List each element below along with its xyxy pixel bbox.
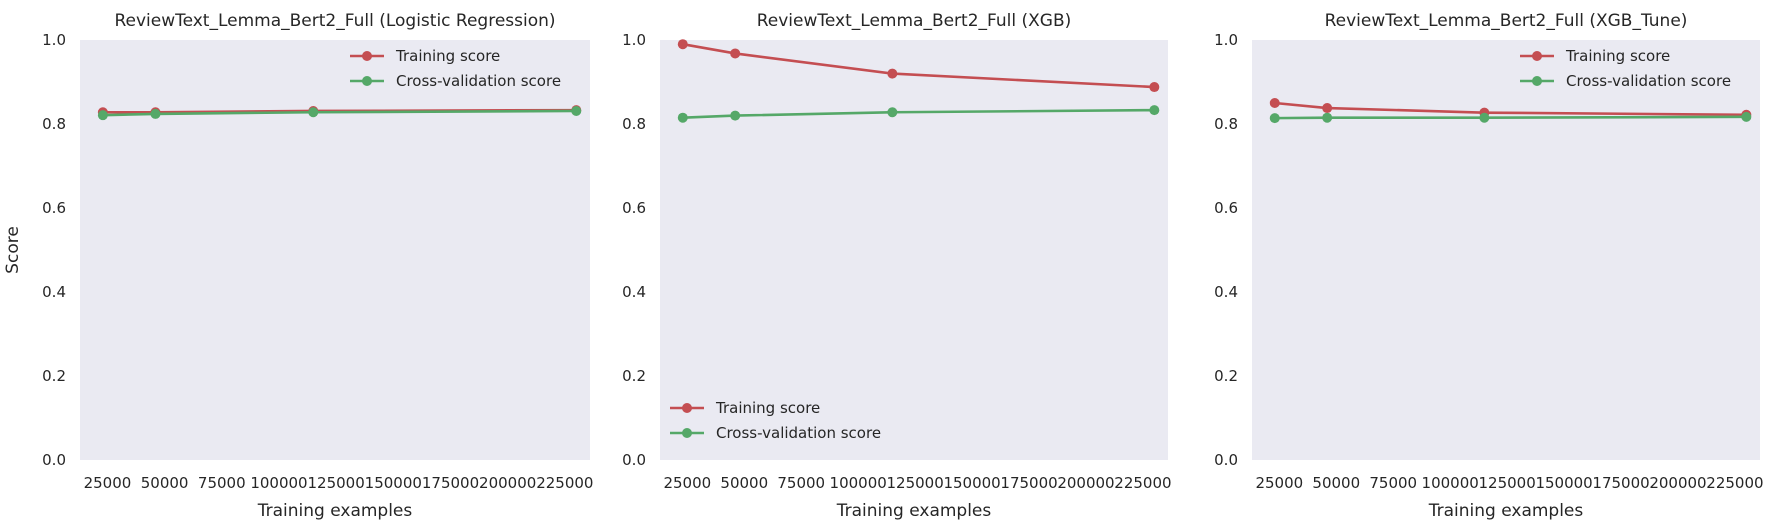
cross-validation-score-point xyxy=(308,107,319,118)
y-tick-label: 0.4 xyxy=(1214,283,1238,301)
training-score-line xyxy=(681,42,1156,89)
x-tick-label: 75000 xyxy=(198,474,246,492)
chart-panel-2: ReviewText_Lemma_Bert2_Full (XGB) 0.0 0.2 0… xyxy=(622,11,1171,521)
chart-title: ReviewText_Lemma_Bert2_Full (Logistic Re… xyxy=(114,11,555,31)
x-tick-label: 175000 xyxy=(1000,474,1057,492)
x-tick-label: 75000 xyxy=(777,474,825,492)
y-tick-label: 0.0 xyxy=(1214,451,1238,469)
legend: Training score Cross-validation score xyxy=(350,47,561,90)
y-tick-label: 0.2 xyxy=(622,367,646,385)
training-score-point xyxy=(677,39,688,50)
y-tick-label: 1.0 xyxy=(622,31,646,49)
cross-validation-score-point xyxy=(677,112,688,123)
x-tick-label: 125000 xyxy=(1479,474,1536,492)
y-tick-label: 0.8 xyxy=(42,115,66,133)
legend-training-score-marker xyxy=(682,403,692,413)
y-tick-label: 0.2 xyxy=(1214,367,1238,385)
cross-validation-score-point xyxy=(887,107,898,118)
legend: Training score Cross-validation score xyxy=(1520,47,1731,90)
legend-cross-validation-score-label: Cross-validation score xyxy=(716,424,881,442)
training-score-point xyxy=(1322,103,1333,114)
y-axis-label: Score xyxy=(3,226,23,274)
y-tick-label: 0.4 xyxy=(42,283,66,301)
training-score-point xyxy=(887,68,898,79)
plot-area xyxy=(660,40,1168,460)
legend-training-score-label: Training score xyxy=(395,47,500,65)
x-tick-label: 125000 xyxy=(887,474,944,492)
cross-validation-score-point xyxy=(1149,105,1160,116)
y-tick-label: 1.0 xyxy=(42,31,66,49)
legend-training-score-label: Training score xyxy=(1565,47,1670,65)
x-axis-label: Training examples xyxy=(257,501,413,521)
training-score-point xyxy=(730,48,741,59)
cross-validation-score-point xyxy=(1479,112,1490,123)
x-axis-label: Training examples xyxy=(1428,501,1584,521)
x-tick-label: 25000 xyxy=(663,474,711,492)
x-tick-label: 150000 xyxy=(365,474,422,492)
cross-validation-score-line xyxy=(101,109,578,117)
cross-validation-score-point xyxy=(571,105,582,116)
cross-validation-score-point xyxy=(1741,111,1752,122)
legend-cross-validation-score-label: Cross-validation score xyxy=(396,72,561,90)
x-tick-label: 150000 xyxy=(943,474,1000,492)
x-tick-label: 75000 xyxy=(1369,474,1417,492)
legend-training-score-label: Training score xyxy=(715,399,820,417)
legend-training-score-marker xyxy=(1532,51,1542,61)
x-tick-label: 100000 xyxy=(830,474,887,492)
legend-cross-validation-score-label: Cross-validation score xyxy=(1566,72,1731,90)
x-tick-label: 175000 xyxy=(1592,474,1649,492)
x-tick-label: 25000 xyxy=(1255,474,1303,492)
cross-validation-score-line xyxy=(681,108,1156,119)
legend-cross-validation-score-marker xyxy=(362,76,372,86)
plot-area xyxy=(80,40,590,460)
x-tick-label: 100000 xyxy=(1422,474,1479,492)
training-score-point xyxy=(1149,82,1160,93)
cross-validation-score-point xyxy=(97,110,108,121)
x-tick-label: 150000 xyxy=(1535,474,1592,492)
legend: Training score Cross-validation score xyxy=(670,399,881,442)
legend-cross-validation-score-marker xyxy=(1532,76,1542,86)
y-tick-label: 0.6 xyxy=(622,199,646,217)
x-tick-label: 225000 xyxy=(1706,474,1763,492)
y-tick-label: 1.0 xyxy=(1214,31,1238,49)
chart-title: ReviewText_Lemma_Bert2_Full (XGB_Tune) xyxy=(1325,11,1688,31)
y-tick-label: 0.6 xyxy=(42,199,66,217)
legend-training-score-marker xyxy=(362,51,372,61)
x-tick-label: 125000 xyxy=(308,474,365,492)
chart-panel-1: ReviewText_Lemma_Bert2_Full (Logistic Re… xyxy=(3,11,593,521)
x-tick-label: 25000 xyxy=(84,474,132,492)
plot-area xyxy=(1252,40,1760,460)
cross-validation-score-point xyxy=(1322,112,1333,123)
chart-title: ReviewText_Lemma_Bert2_Full (XGB) xyxy=(757,11,1072,31)
x-tick-label: 50000 xyxy=(720,474,768,492)
x-tick-label: 100000 xyxy=(250,474,307,492)
training-score-line xyxy=(1273,101,1748,117)
x-tick-label: 225000 xyxy=(536,474,593,492)
cross-validation-score-point xyxy=(1269,113,1280,124)
cross-validation-score-line xyxy=(1273,115,1748,120)
x-tick-label: 225000 xyxy=(1114,474,1171,492)
x-tick-label: 50000 xyxy=(1312,474,1360,492)
x-tick-label: 200000 xyxy=(1649,474,1706,492)
x-tick-label: 200000 xyxy=(479,474,536,492)
x-tick-label: 200000 xyxy=(1057,474,1114,492)
x-axis-label: Training examples xyxy=(836,501,992,521)
chart-panel-3: ReviewText_Lemma_Bert2_Full (XGB_Tune) 0.… xyxy=(1214,11,1763,521)
training-score-point xyxy=(1269,98,1280,108)
y-tick-label: 0.0 xyxy=(42,451,66,469)
y-tick-label: 0.6 xyxy=(1214,199,1238,217)
x-tick-label: 50000 xyxy=(141,474,189,492)
legend-cross-validation-score-marker xyxy=(682,428,692,438)
cross-validation-score-point xyxy=(730,110,741,121)
y-tick-label: 0.4 xyxy=(622,283,646,301)
cross-validation-score-point xyxy=(150,108,161,119)
y-tick-label: 0.8 xyxy=(622,115,646,133)
y-tick-label: 0.0 xyxy=(622,451,646,469)
y-tick-label: 0.8 xyxy=(1214,115,1238,133)
x-tick-label: 175000 xyxy=(422,474,479,492)
y-tick-label: 0.2 xyxy=(42,367,66,385)
